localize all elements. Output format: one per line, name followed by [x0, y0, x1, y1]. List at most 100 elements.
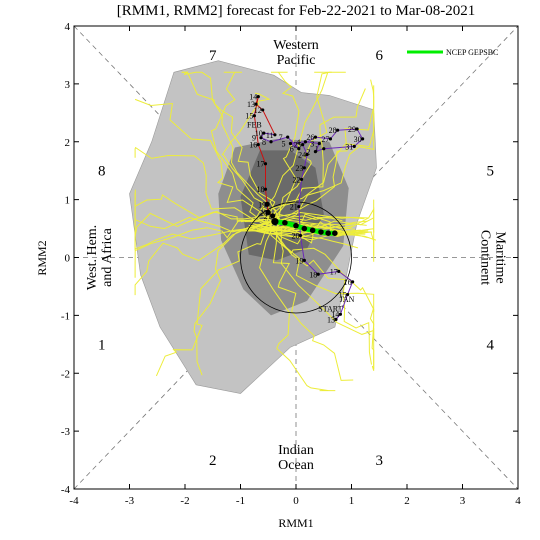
observed-day-label: 28	[329, 126, 337, 135]
observed-day-label: 24	[298, 150, 306, 159]
observed-point	[346, 292, 350, 297]
unit-circle	[240, 201, 352, 314]
ensemble-member-tracks	[134, 71, 377, 392]
region-labels: Western Pacific Indian Ocean West. Hem.and A…	[85, 38, 508, 473]
legend-label: NCEP GEPSBC	[446, 48, 498, 57]
observed-day-label: 9	[252, 134, 256, 143]
x-axis-label: RMM1	[278, 516, 313, 530]
observed-day-label: 12	[254, 106, 262, 115]
member-track	[275, 221, 372, 365]
observed-point	[262, 131, 266, 135]
y-tick-label: -2	[61, 368, 70, 380]
y-tick-label: -4	[61, 484, 71, 496]
observed-day-label: 30	[354, 135, 362, 144]
y-tick-label: 4	[65, 21, 71, 33]
observed-day-label: 19	[295, 256, 303, 265]
region-label-indian-ocean: Indian Ocean	[278, 443, 314, 473]
observed-day-label: 25	[294, 141, 302, 150]
observed-point	[302, 166, 306, 170]
ensemble-mean-point	[271, 218, 279, 226]
region-label-line: and Africa	[100, 227, 115, 286]
observed-point	[355, 127, 359, 131]
observed-point	[264, 201, 270, 207]
member-track	[280, 227, 375, 371]
observed-point	[252, 114, 256, 118]
observed-point	[361, 137, 365, 141]
member-track	[268, 223, 375, 369]
month-label: JAN	[340, 295, 355, 304]
observed-day-label: 16	[249, 141, 257, 150]
observed-day-label: 21	[264, 212, 272, 221]
observed-point	[322, 147, 326, 151]
region-label-western-pacific: Western Pacific	[273, 38, 319, 68]
member-track	[134, 219, 279, 278]
observed-day-label: 11	[266, 131, 274, 140]
observed-day-label: 27	[321, 135, 329, 144]
observed-point	[254, 102, 258, 106]
observed-point	[313, 135, 318, 139]
ensemble-mean-track	[271, 218, 338, 236]
observed-point	[286, 135, 290, 139]
observed-day-label: 19	[258, 200, 266, 209]
region-label-line: Continent	[477, 230, 492, 285]
y-axis-label: RMM2	[35, 240, 49, 275]
observed-day-label: 13	[247, 100, 255, 109]
observed-day-label: 17	[256, 160, 264, 169]
phase-label: 6	[376, 48, 384, 64]
observed-point	[352, 144, 356, 148]
observed-point	[256, 95, 260, 99]
observed-point	[336, 128, 340, 132]
observed-day-label: 18	[256, 185, 264, 194]
observed-day-label: 20	[259, 208, 267, 217]
observed-day-label: 2	[306, 148, 310, 157]
observed-day-label: 26	[306, 133, 314, 142]
member-track	[182, 71, 276, 224]
y-tick-label: 3	[65, 79, 71, 91]
ensemble-mean-point	[325, 230, 331, 236]
x-tick-label: 3	[460, 495, 466, 507]
observed-point	[301, 143, 305, 147]
observed-day-label: 3	[310, 139, 314, 148]
region-label-line: Pacific	[277, 53, 316, 68]
member-track	[210, 71, 267, 225]
member-track	[271, 71, 300, 220]
observed-day-label: 15	[339, 291, 347, 300]
observed-point	[334, 317, 338, 322]
region-label-line: West. Hem.	[85, 225, 100, 290]
observed-day-label: 18	[309, 270, 317, 279]
observed-day-label: 1	[315, 145, 319, 154]
observed-day-label: 14	[249, 93, 257, 102]
observed-point	[297, 204, 301, 209]
observed-point	[256, 143, 260, 147]
ensemble-mean-point	[318, 229, 324, 235]
month-label: FEB	[247, 120, 262, 129]
observed-day-label: 10	[255, 129, 263, 138]
observed-point	[305, 152, 309, 157]
observed-point	[265, 209, 271, 215]
phase-label: 7	[209, 48, 217, 64]
ensemble-mean-point	[309, 227, 316, 234]
y-tick-label: -1	[61, 310, 70, 322]
divider-diagonal-down	[73, 25, 519, 490]
ensemble-mean-point	[332, 230, 338, 236]
observed-point	[328, 137, 333, 141]
x-tick-label: 4	[515, 495, 521, 507]
member-track	[258, 223, 367, 232]
observed-point	[303, 140, 308, 144]
y-tick-label: 1	[65, 195, 71, 207]
member-track	[134, 98, 276, 222]
y-tick-label: -3	[61, 426, 71, 438]
x-tick-label: 2	[404, 495, 410, 507]
observed-day-label: 17	[330, 267, 338, 276]
observed-day-label: 22	[293, 175, 301, 184]
member-track	[155, 223, 269, 377]
observed-day-label: 14	[331, 310, 339, 319]
phase-label: 1	[98, 337, 106, 353]
observed-day-label: 31	[345, 142, 353, 151]
month-label: START	[318, 304, 342, 313]
phase-label: 5	[487, 164, 495, 180]
